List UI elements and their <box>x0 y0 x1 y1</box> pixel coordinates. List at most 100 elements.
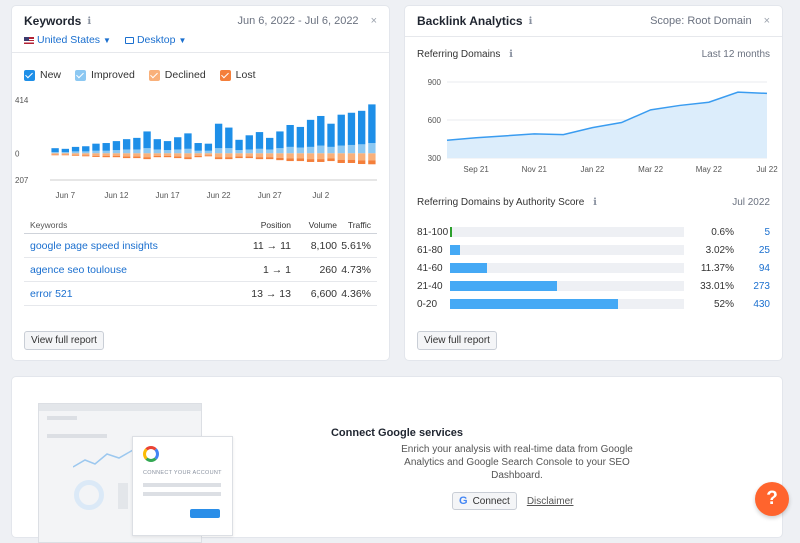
bar-improved <box>306 146 315 154</box>
bar-new <box>347 112 356 145</box>
legend-item-improved[interactable]: Improved <box>75 69 135 81</box>
bar-new <box>174 137 182 150</box>
info-icon[interactable]: ℹ <box>593 197 597 208</box>
authority-bar-track <box>450 299 684 309</box>
bar-new <box>266 137 274 150</box>
bar-declined <box>204 153 213 156</box>
bar-declined <box>102 153 110 156</box>
authority-bar-fill <box>450 245 460 255</box>
device-filter[interactable]: Desktop ▼ <box>124 34 187 46</box>
desktop-icon <box>124 36 134 44</box>
y-tick-label: 300 <box>428 154 442 163</box>
backlink-view-full-report-button[interactable]: View full report <box>417 331 497 350</box>
keywords-title: Keywords <box>24 14 82 28</box>
bar-declined <box>163 153 172 156</box>
bar-improved <box>317 145 325 154</box>
country-filter[interactable]: United States ▼ <box>24 34 111 46</box>
chevron-down-icon: ▼ <box>178 35 187 45</box>
keyword-link[interactable]: error 521 <box>30 287 73 300</box>
bar-lost <box>112 155 121 158</box>
bar-declined <box>255 153 264 158</box>
checkbox-icon[interactable] <box>148 69 160 81</box>
chevron-down-icon: ▼ <box>103 35 111 45</box>
bar-improved <box>194 150 202 154</box>
bar-improved <box>368 143 376 154</box>
checkbox-icon[interactable] <box>75 69 87 81</box>
checkbox-icon[interactable] <box>219 69 231 81</box>
info-icon[interactable]: ℹ <box>528 15 533 27</box>
col-traffic: Traffic <box>347 219 371 230</box>
authority-count-link[interactable]: 5 <box>764 226 770 238</box>
keywords-view-full-report-button[interactable]: View full report <box>24 331 104 350</box>
bar-improved <box>214 148 223 154</box>
legend-label: New <box>40 69 62 81</box>
traffic-cell: 5.61% <box>341 239 371 252</box>
bar-declined <box>235 153 243 157</box>
bar-declined <box>61 153 70 155</box>
bar-new <box>255 132 264 149</box>
table-row: error 521 13 → 13 6,600 4.36% <box>24 282 377 306</box>
keywords-trend-chart: 414 0 207 Jun 7 Jun 12 Jun 17 Jun 22 Jun 27 Jul … <box>15 96 377 200</box>
checkbox-icon[interactable] <box>24 69 35 81</box>
disclaimer-link[interactable]: Disclaimer <box>526 495 574 507</box>
bar-declined <box>347 153 356 160</box>
bar-declined <box>122 153 131 157</box>
bar-declined <box>184 153 192 158</box>
bar-improved <box>184 148 192 154</box>
info-icon[interactable]: ℹ <box>509 49 513 60</box>
bar-improved <box>266 149 274 154</box>
bar-new <box>327 123 335 147</box>
bar-new <box>276 131 284 149</box>
position-cell: 13 → 13 <box>251 287 291 300</box>
bar-lost <box>71 155 80 156</box>
bar-lost <box>82 155 90 157</box>
bar-improved <box>276 148 284 154</box>
connect-google-title: Connect Google services <box>330 427 464 439</box>
bar-declined <box>296 153 305 159</box>
bar-new <box>235 139 243 151</box>
bar-lost <box>255 157 264 160</box>
table-row: agence seo toulouse 1 → 1 260 4.73% <box>24 258 377 282</box>
bar-declined <box>82 153 90 156</box>
legend-item-declined[interactable]: Declined <box>148 69 206 81</box>
authority-range-label: 41-60 <box>417 262 443 274</box>
bar-new <box>184 133 192 149</box>
authority-count-link[interactable]: 25 <box>758 244 770 256</box>
bar-declined <box>112 153 121 156</box>
traffic-cell: 4.73% <box>341 263 371 276</box>
bar-improved <box>235 150 243 154</box>
bar-new <box>368 104 376 144</box>
bar-improved <box>102 150 110 154</box>
keywords-card: Keywords ℹ Jun 6, 2022 - Jul 6, 2022 × U… <box>12 6 389 360</box>
bar-lost <box>235 156 243 159</box>
connect-button[interactable]: G Connect <box>452 492 517 510</box>
close-icon[interactable]: × <box>763 15 770 27</box>
x-tick-label: Sep 21 <box>463 165 489 174</box>
bar-lost <box>163 155 172 158</box>
referring-domains-period: Last 12 months <box>701 49 770 60</box>
authority-count-link[interactable]: 94 <box>758 262 770 274</box>
authority-count-link[interactable]: 273 <box>753 280 770 292</box>
bar-lost <box>92 155 100 157</box>
keyword-link[interactable]: agence seo toulouse <box>30 263 127 276</box>
authority-bar-fill <box>450 299 619 309</box>
bar-lost <box>245 156 253 159</box>
connect-google-card: CONNECT YOUR ACCOUNT Connect Google serv… <box>12 377 782 543</box>
bar-improved <box>51 152 59 154</box>
keyword-link[interactable]: google page speed insights <box>30 239 158 252</box>
bar-improved <box>163 150 172 154</box>
volume-cell: 8,100 <box>310 239 337 252</box>
help-button[interactable]: ? <box>755 482 789 516</box>
x-tick-label: Jul 2 <box>312 191 329 200</box>
authority-count-link[interactable]: 430 <box>753 298 770 310</box>
x-tick-label: May 22 <box>696 165 723 174</box>
bar-new <box>204 143 213 151</box>
close-icon[interactable]: × <box>370 15 377 27</box>
legend-item-lost[interactable]: Lost <box>219 69 256 81</box>
bar-new <box>61 148 70 153</box>
info-icon[interactable]: ℹ <box>87 15 92 27</box>
authority-bar-fill <box>450 227 453 237</box>
table-row: google page speed insights 11 → 11 8,100… <box>24 234 377 258</box>
legend-item-new[interactable]: New <box>24 69 61 81</box>
bar-declined <box>357 153 366 161</box>
